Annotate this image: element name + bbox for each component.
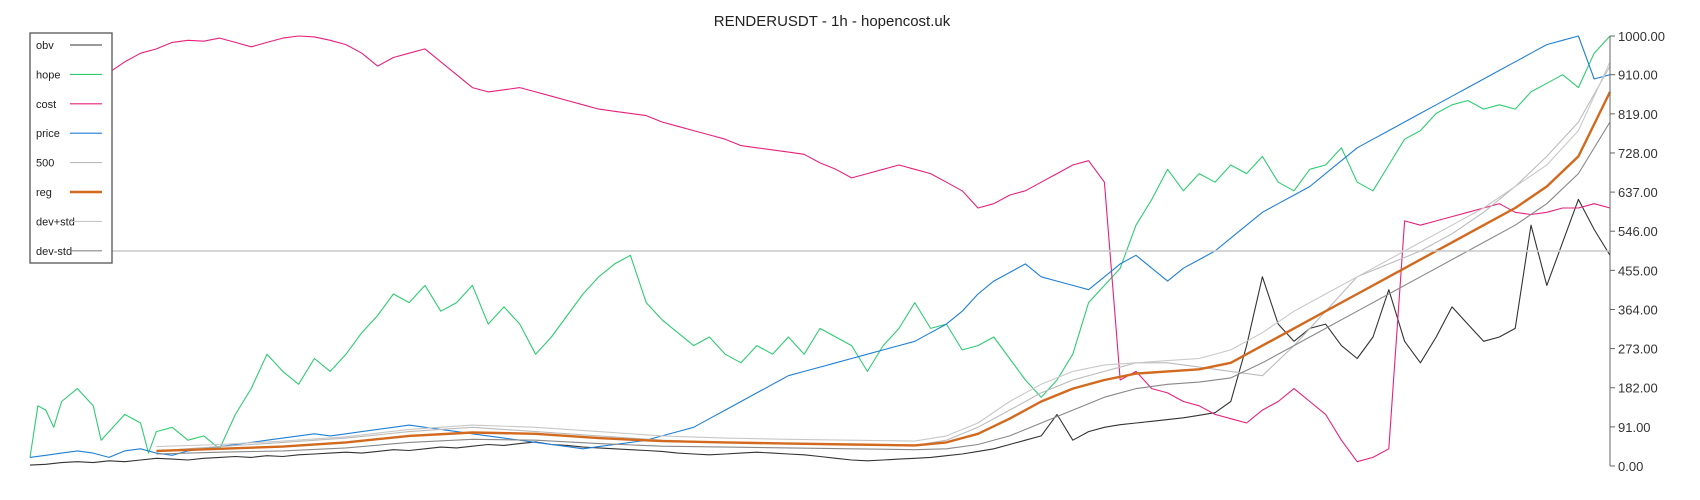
series-line-reg [156, 91, 1612, 453]
legend-label: dev-std [36, 246, 72, 258]
y-tick-label: 364.00 [1618, 302, 1658, 317]
legend-label: cost [36, 99, 56, 111]
legend-label: obv [36, 40, 54, 52]
legend-label: dev+std [36, 216, 75, 228]
y-tick-label: 546.00 [1618, 224, 1658, 239]
series-layer [29, 35, 1612, 466]
legend-label: hope [36, 69, 60, 81]
series-line-500 [156, 65, 1611, 452]
y-tick-label: 1000.00 [1618, 29, 1665, 44]
series-line-cost [29, 35, 1611, 463]
series-line-price [29, 35, 1611, 458]
series-line-dev-std [156, 121, 1611, 455]
y-tick-label: 910.00 [1618, 68, 1658, 83]
y-tick-label: 0.00 [1618, 459, 1643, 474]
legend-items: obv hope cost price 500 reg dev+std dev-std [36, 40, 102, 258]
legend: obv hope cost price 500 reg dev+std dev-std [29, 32, 113, 264]
series-line-hope [29, 35, 1611, 458]
legend-label: 500 [36, 158, 54, 170]
series-line-dev-std [156, 61, 1611, 448]
y-tick-label: 182.00 [1618, 381, 1658, 396]
y-tick-label: 819.00 [1618, 107, 1658, 122]
legend-label: price [36, 128, 60, 140]
y-tick-label: 91.00 [1618, 420, 1651, 435]
y-tick-label: 273.00 [1618, 342, 1658, 357]
chart-title: RENDERUSDT - 1h - hopencost.uk [714, 13, 951, 30]
y-tick-label: 637.00 [1618, 185, 1658, 200]
y-tick-label: 728.00 [1618, 146, 1658, 161]
legend-box [29, 32, 113, 264]
y-tick-label: 455.00 [1618, 263, 1658, 278]
legend-label: reg [36, 187, 52, 199]
y-axis: 0.00 91.00 182.00 273.00 364.00 455.00 546.00 6… [1610, 29, 1665, 474]
series-line-obv [29, 198, 1611, 466]
